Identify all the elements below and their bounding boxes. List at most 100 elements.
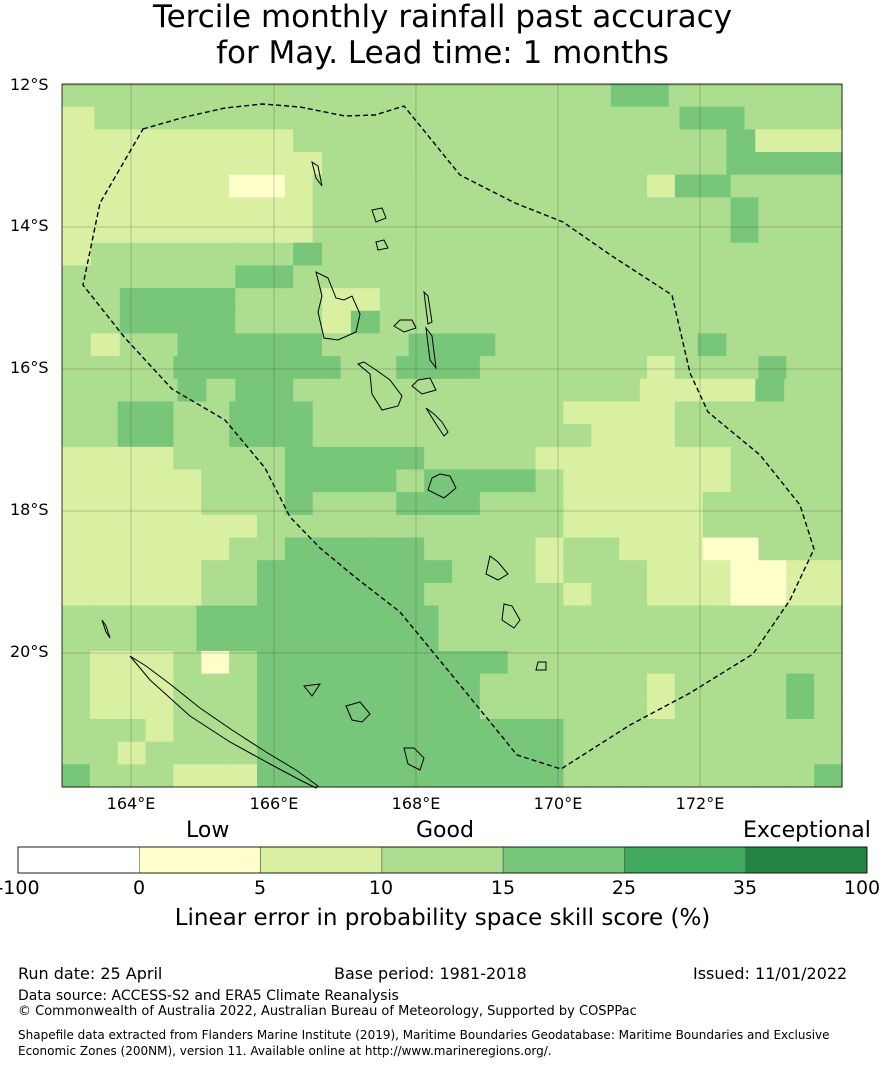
skill-cell [563, 696, 592, 720]
skill-cell [284, 174, 314, 198]
skill-cell [495, 129, 525, 153]
skill-cell [674, 401, 704, 425]
skill-cell [408, 242, 439, 267]
skill-cell [173, 492, 202, 516]
skill-cell [62, 242, 92, 267]
skill-cell [284, 764, 314, 788]
skill-cell [117, 492, 147, 516]
skill-cell [619, 650, 648, 675]
skill-cell [201, 492, 230, 516]
skill-cell [206, 265, 236, 289]
skill-cell [117, 650, 147, 675]
skill-cell [145, 424, 175, 448]
skill-cell [117, 197, 147, 221]
skill-cell [730, 469, 760, 493]
skill-cell [396, 514, 425, 539]
skill-cell [62, 356, 91, 380]
colorbar-title: Linear error in probability space skill … [174, 905, 711, 931]
skill-cell [340, 650, 370, 675]
skill-cell [553, 310, 583, 335]
skill-cell [89, 696, 119, 720]
skill-cell [379, 84, 410, 108]
skill-cell [173, 560, 202, 584]
skill-cell [758, 764, 787, 788]
skill-cell [452, 356, 481, 380]
skill-cell [784, 333, 814, 357]
skill-cell [610, 129, 641, 153]
skill-cell [466, 378, 496, 403]
skill-cell [340, 741, 370, 765]
skill-cell [322, 333, 352, 357]
skill-cell [173, 356, 202, 380]
island-aneityum [535, 661, 547, 671]
skill-cell [62, 174, 91, 198]
skill-cell [452, 492, 481, 516]
skill-cell [229, 560, 258, 584]
skill-cell [599, 628, 628, 652]
skill-cell [647, 492, 676, 516]
skill-cell [384, 605, 413, 629]
skill-cell [524, 129, 554, 153]
skill-cell [368, 741, 397, 765]
skill-cell [507, 560, 537, 584]
skill-cell [62, 492, 91, 516]
skill-cell [357, 628, 386, 652]
skill-cell [340, 673, 370, 697]
colorbar-tick: 0 [132, 877, 146, 899]
skill-cell [758, 469, 787, 493]
skill-cell [466, 288, 496, 312]
skill-cell [368, 446, 397, 471]
skill-cell [62, 288, 92, 312]
skill-cell [639, 265, 670, 289]
skill-cell [563, 673, 592, 697]
skill-cell [553, 84, 583, 108]
skill-cell [479, 446, 509, 471]
skill-cell [730, 514, 760, 539]
skill-cell [758, 741, 787, 765]
skill-cell [424, 220, 453, 244]
skill-cell [62, 605, 90, 629]
skill-cell [668, 152, 699, 176]
island-belep [101, 619, 111, 639]
skill-cell [591, 401, 620, 425]
skill-cell [591, 650, 620, 675]
skill-cell [610, 333, 641, 357]
island-pentecost [425, 326, 437, 370]
skill-cell [62, 718, 91, 743]
skill-cell [484, 106, 518, 130]
skill-cell [647, 514, 676, 539]
skill-cell [117, 174, 147, 198]
skill-cell [224, 106, 258, 130]
skill-cell [702, 446, 732, 471]
skill-cell [117, 764, 147, 788]
skill-cell [88, 605, 117, 629]
skill-cell [312, 696, 342, 720]
skill-cell [784, 84, 814, 108]
skill-cell [368, 560, 397, 584]
skill-cell [117, 718, 147, 743]
skill-cell [495, 242, 525, 267]
skill-cell [702, 650, 732, 675]
skill-cell [702, 174, 732, 198]
skill-cell [563, 560, 592, 584]
skill-cell [201, 537, 230, 561]
skill-cell [647, 764, 676, 788]
map-title-line-2: for May. Lead time: 1 months [216, 35, 669, 71]
skill-cell [312, 650, 342, 675]
skill-cell [495, 152, 525, 176]
skill-cell [452, 537, 481, 561]
skill-cell [726, 333, 756, 357]
skill-cell [89, 650, 119, 675]
skill-cell [784, 310, 814, 335]
skill-cell [340, 469, 370, 493]
graticule [62, 84, 842, 787]
skill-cell [647, 220, 676, 244]
skill-cell [786, 424, 815, 448]
skill-cell [535, 469, 565, 493]
skill-cell [619, 174, 648, 198]
skill-cell [815, 605, 843, 629]
skill-cell [639, 378, 670, 403]
skill-cell [117, 446, 147, 471]
skill-cell [145, 492, 175, 516]
skill-cell [322, 84, 352, 108]
